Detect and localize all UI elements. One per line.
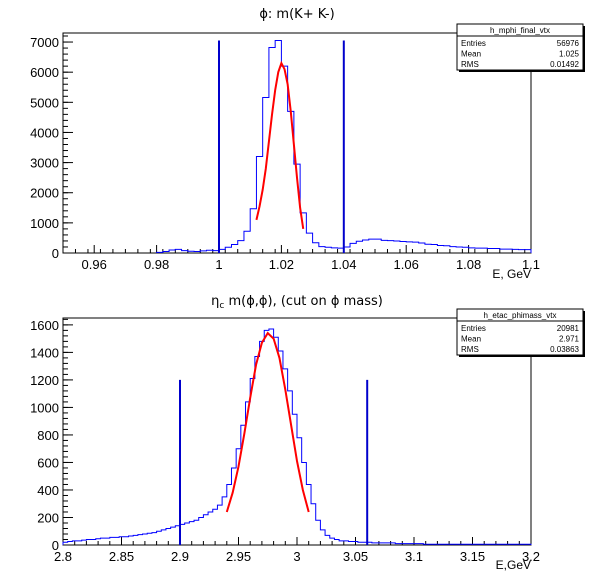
x-tick-label: 0.96 — [82, 257, 107, 272]
y-tick-label: 3000 — [30, 156, 59, 171]
y-tick-label: 400 — [37, 483, 59, 498]
x-axis-label: E, GeV — [492, 267, 531, 281]
stats-name: h_etac_phimass_vtx — [484, 311, 557, 320]
x-tick-label: 2.8 — [54, 549, 72, 564]
histogram-outline — [156, 40, 532, 253]
x-tick-label: 2.85 — [109, 549, 134, 564]
chart-title: ϕ: m(K+ K-) — [259, 7, 334, 22]
x-tick-label: 3.05 — [343, 549, 368, 564]
stats-label: RMS — [461, 345, 479, 354]
x-axis-label: E,GeV — [496, 558, 531, 572]
y-tick-label: 0 — [52, 246, 59, 261]
x-tick-label: 1.02 — [269, 257, 294, 272]
fit-curve — [255, 60, 305, 230]
stats-value: 56976 — [557, 39, 580, 48]
y-tick-label: 800 — [37, 428, 59, 443]
x-tick-label: 1.08 — [456, 257, 481, 272]
y-tick-label: 2000 — [30, 186, 59, 201]
y-tick-label: 1400 — [30, 345, 59, 360]
stats-label: Mean — [461, 335, 481, 344]
y-tick-label: 200 — [37, 510, 59, 525]
stats-label: Entries — [461, 324, 486, 333]
x-tick-label: 1 — [215, 257, 222, 272]
phi-mass-histogram-panel: ϕ: m(K+ K-) 0.96 0.98 1 1.02 1.04 1.06 1.08 1.1 0… — [30, 7, 585, 281]
chart-title: ηc m(ϕ,ϕ), (cut on ϕ mass) — [211, 294, 383, 311]
stats-box — [456, 23, 584, 71]
fit-curve — [225, 331, 310, 513]
plot-frame — [62, 32, 532, 254]
x-tick-label: 3 — [293, 549, 300, 564]
stats-value: 0.03863 — [550, 345, 579, 354]
x-tick-label: 1.1 — [522, 257, 540, 272]
y-tick-label: 600 — [37, 455, 59, 470]
y-tick-label: 5000 — [30, 95, 59, 110]
y-tick-label: 1000 — [30, 216, 59, 231]
stats-value: 2.971 — [559, 335, 580, 344]
stats-label: Mean — [461, 50, 481, 59]
y-tick-label: 6000 — [30, 65, 59, 80]
y-tick-label: 7000 — [30, 35, 59, 50]
etac-mass-histogram-panel: ηc m(ϕ,ϕ), (cut on ϕ mass) 2.8 2.85 2.9 2.95… — [30, 294, 585, 572]
x-tick-label: 2.95 — [226, 549, 251, 564]
stats-name: h_mphi_final_vtx — [490, 26, 550, 35]
stats-label: RMS — [461, 60, 479, 69]
title-part: m(ϕ,ϕ), (cut on ϕ mass) — [224, 294, 382, 309]
y-tick-label: 1000 — [30, 400, 59, 415]
x-tick-label: 3.2 — [522, 549, 540, 564]
x-tick-label: 1.06 — [394, 257, 419, 272]
stats-value: 20981 — [557, 324, 580, 333]
stats-label: Entries — [461, 39, 486, 48]
stats-value: 1.025 — [559, 50, 580, 59]
stats-box — [456, 308, 584, 356]
title-subscript: c — [219, 301, 224, 311]
title-part: η — [211, 294, 219, 309]
stats-value: 0.01492 — [550, 60, 579, 69]
y-tick-label: 4000 — [30, 125, 59, 140]
x-tick-label: 3.1 — [405, 549, 423, 564]
x-tick-label: 0.98 — [144, 257, 169, 272]
y-tick-label: 1600 — [30, 318, 59, 333]
x-tick-label: 1.04 — [331, 257, 356, 272]
y-tick-label: 1200 — [30, 373, 59, 388]
y-tick-label: 0 — [52, 538, 59, 553]
x-tick-label: 3.15 — [460, 549, 485, 564]
x-tick-label: 2.9 — [171, 549, 189, 564]
